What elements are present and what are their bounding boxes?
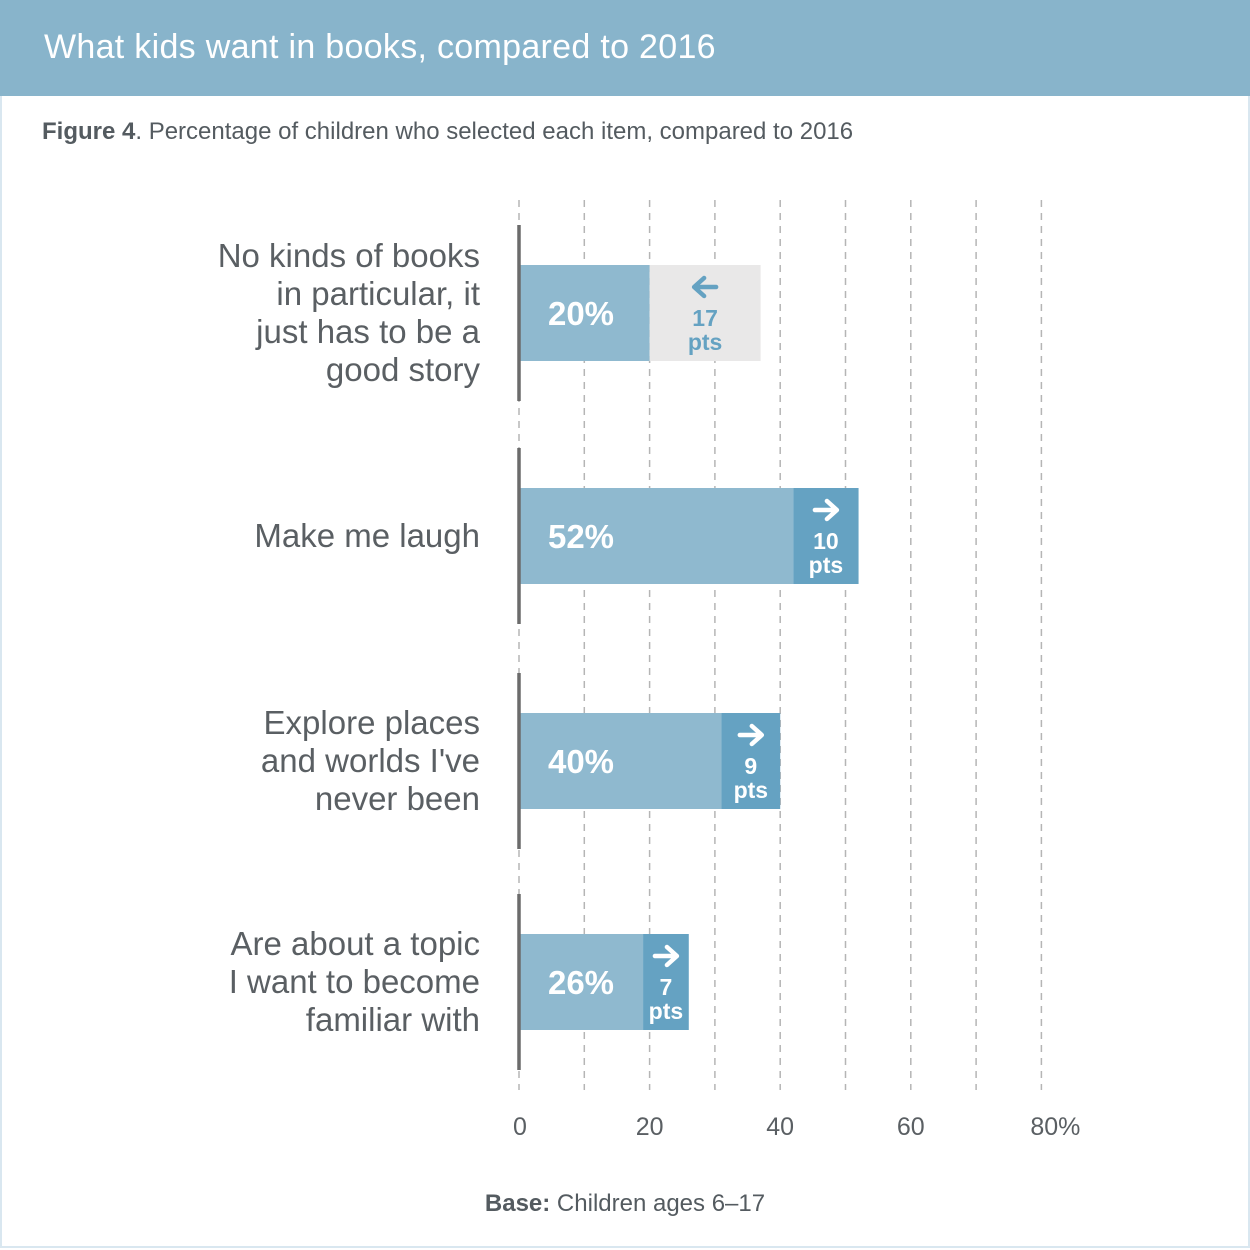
value-label-3: 26%: [548, 964, 614, 1001]
category-label-2-line-0: Explore places: [264, 704, 480, 741]
change-value-1: 10: [813, 528, 839, 554]
x-tick-label-0: 0: [513, 1113, 527, 1141]
category-label-3-line-2: familiar with: [306, 1001, 480, 1038]
bar-2: [519, 713, 722, 809]
x-tick-label-20: 20: [636, 1113, 664, 1141]
category-label-2-line-1: and worlds I've: [261, 742, 480, 779]
value-label-1: 52%: [548, 518, 614, 555]
x-tick-label-40: 40: [766, 1113, 794, 1141]
chart-title: What kids want in books, compared to 201…: [44, 28, 716, 66]
change-value-0: 17: [692, 305, 718, 331]
change-unit-1: pts: [809, 552, 844, 578]
category-label-1-line-0: Make me laugh: [254, 517, 480, 554]
bar-3: [519, 934, 644, 1030]
category-label-0-line-0: No kinds of books: [218, 237, 480, 274]
bar-0: [519, 265, 650, 361]
change-segment-0: [649, 265, 761, 361]
arrow-right-icon-2: [737, 723, 765, 747]
category-label-0-line-3: good story: [326, 351, 481, 388]
arrow-right-icon-1: [812, 498, 840, 522]
change-segment-1: [793, 488, 859, 584]
figure-caption: Figure 4. Percentage of children who sel…: [42, 118, 853, 146]
change-segment-2: [721, 713, 781, 809]
category-label-2-line-2: never been: [315, 780, 480, 817]
header-banner: What kids want in books, compared to 201…: [0, 0, 1250, 96]
figure-caption-text: . Percentage of children who selected ea…: [135, 118, 854, 145]
base-note: Base: Children ages 6–17: [0, 1190, 1250, 1218]
category-label-3-line-0: Are about a topic: [231, 925, 481, 962]
category-label-0-line-1: in particular, it: [276, 275, 480, 312]
x-tick-label-80: 80%: [1030, 1113, 1080, 1141]
base-label: Base:: [484, 1190, 551, 1217]
change-value-3: 7: [660, 974, 673, 1000]
change-unit-3: pts: [649, 998, 684, 1024]
category-label-0-line-2: just has to be a: [255, 313, 480, 350]
figure-label: Figure 4: [42, 118, 136, 145]
value-label-0: 20%: [548, 295, 614, 332]
x-tick-label-60: 60: [897, 1113, 925, 1141]
change-value-2: 9: [744, 753, 757, 779]
base-text: Children ages 6–17: [550, 1190, 766, 1217]
value-label-2: 40%: [548, 743, 614, 780]
change-unit-0: pts: [688, 329, 723, 355]
change-unit-2: pts: [734, 777, 769, 803]
arrow-left-icon-0: [691, 275, 719, 299]
arrow-right-icon-3: [652, 944, 680, 968]
category-label-3-line-1: I want to become: [229, 963, 480, 1000]
change-segment-3: [643, 934, 689, 1030]
bar-1: [519, 488, 794, 584]
